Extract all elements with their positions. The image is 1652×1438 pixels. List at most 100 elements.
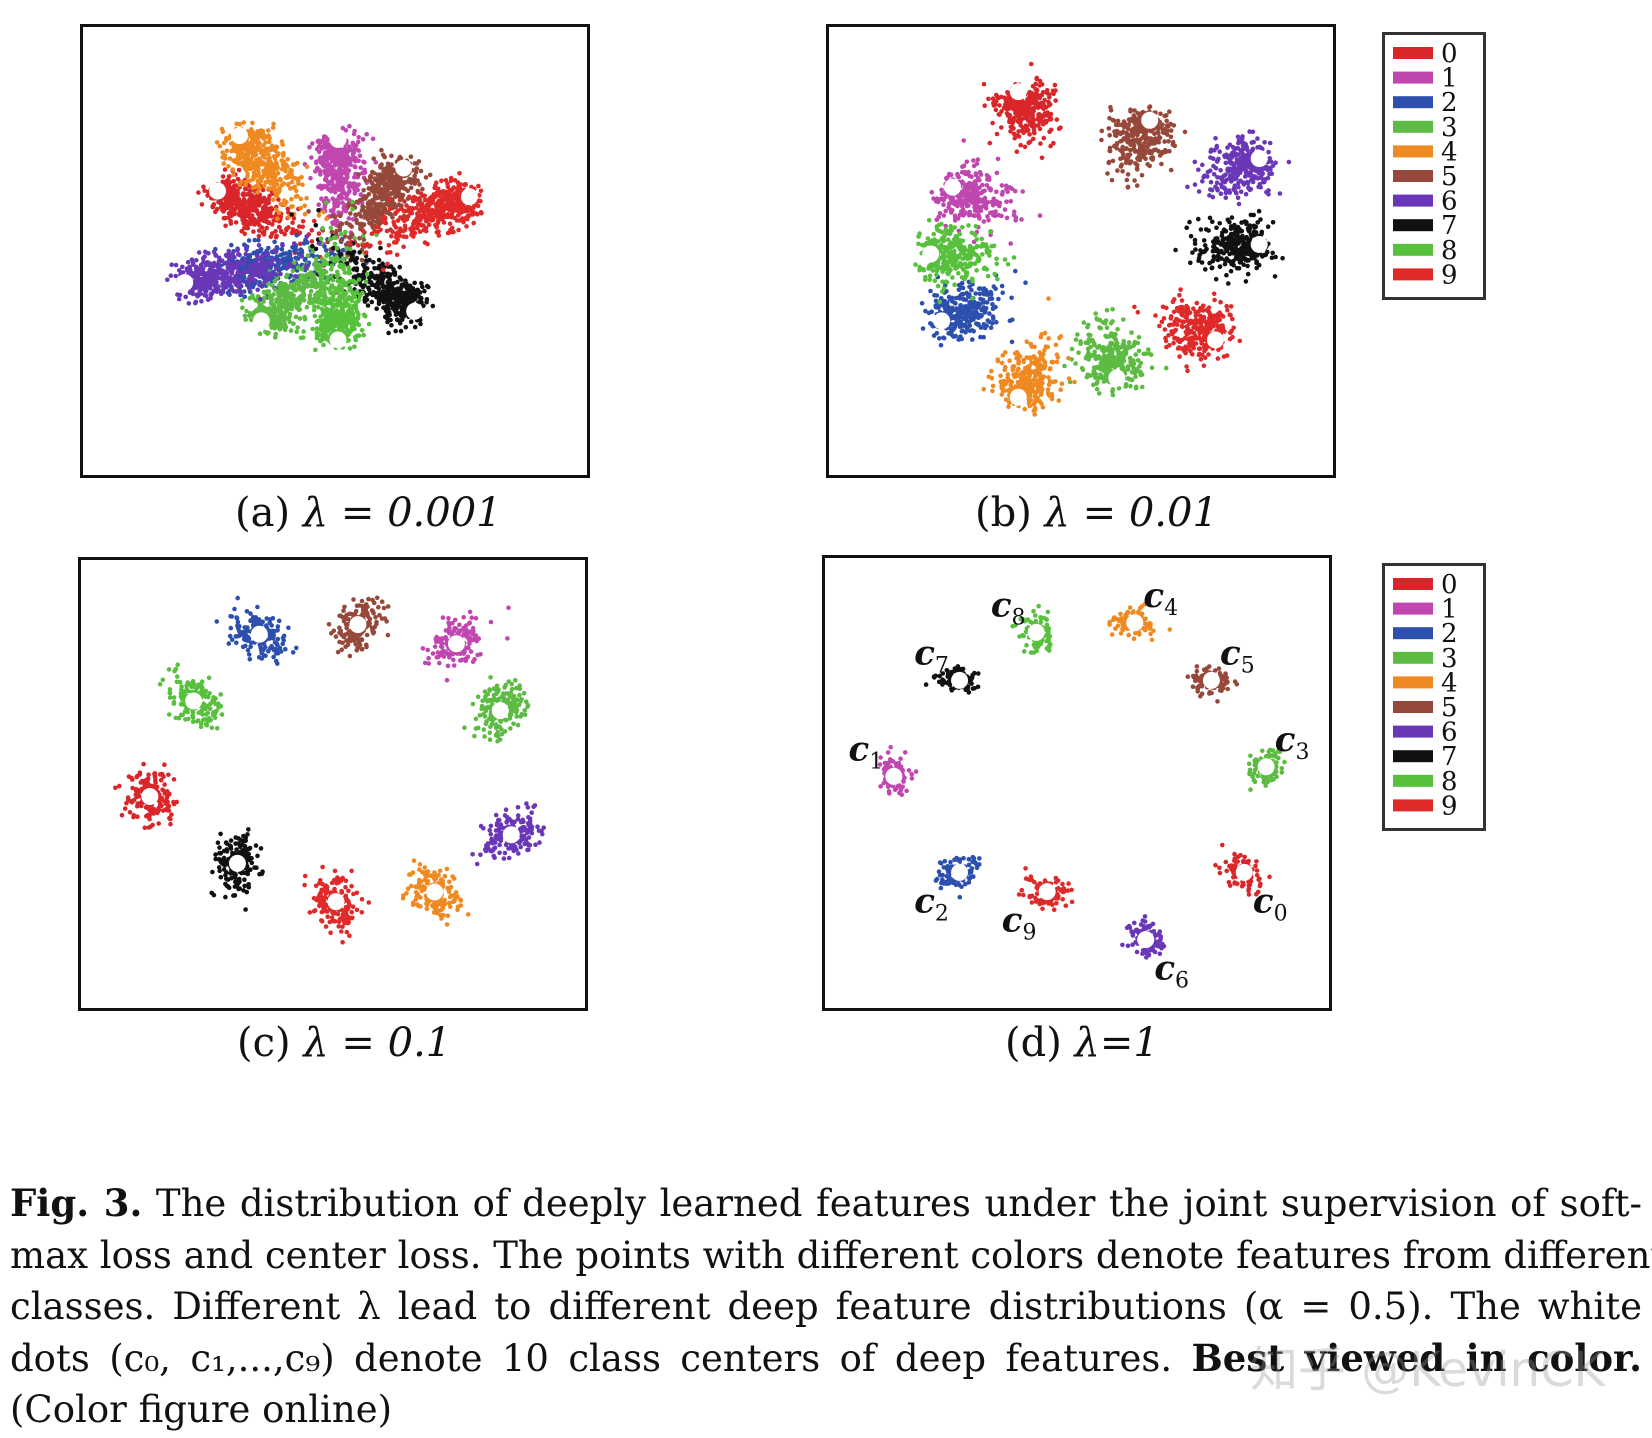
point-class-7 (349, 251, 354, 256)
point-class-6 (239, 271, 244, 276)
point-class-3 (282, 294, 288, 300)
point-class-1 (976, 191, 981, 197)
point-class-9 (417, 196, 422, 201)
point-class-1 (1005, 189, 1010, 195)
point-class-8 (350, 199, 355, 205)
point-class-3 (280, 302, 286, 308)
point-class-1 (344, 196, 349, 201)
point-class-6 (177, 292, 183, 298)
point-class-5 (381, 191, 386, 197)
point-class-5 (372, 214, 377, 220)
point-class-1 (337, 174, 342, 180)
point-class-1 (972, 213, 978, 218)
point-class-1 (934, 217, 940, 223)
point-class-2 (301, 241, 307, 246)
point-class-8 (343, 291, 349, 296)
point-class-1 (959, 203, 965, 209)
point-class-3 (282, 322, 288, 327)
point-class-1 (996, 212, 1002, 218)
point-class-9 (441, 220, 447, 225)
point-class-2 (989, 296, 995, 301)
point-class-7 (367, 257, 372, 263)
point-class-9 (385, 261, 390, 267)
point-class-6 (247, 278, 253, 284)
point-class-3 (264, 306, 269, 312)
point-class-0 (285, 206, 291, 212)
point-class-5 (391, 167, 396, 172)
point-class-0 (1007, 112, 1012, 118)
point-class-7 (370, 282, 375, 288)
point-class-0 (263, 199, 268, 204)
point-class-0 (249, 205, 255, 211)
point-class-4 (265, 172, 270, 178)
point-class-5 (365, 200, 371, 206)
point-class-7 (424, 297, 430, 302)
point-class-0 (1048, 116, 1054, 122)
point-class-6 (203, 283, 208, 289)
point-class-0 (981, 81, 987, 87)
point-class-4 (235, 153, 241, 159)
point-class-8 (329, 267, 334, 272)
point-class-8 (324, 261, 330, 266)
point-class-4 (247, 178, 252, 184)
point-class-9 (439, 178, 444, 184)
point-class-9 (380, 267, 386, 273)
point-class-0 (251, 218, 257, 223)
point-class-2 (294, 256, 300, 261)
point-class-8 (339, 285, 344, 290)
point-class-7 (338, 251, 344, 257)
point-class-1 (1008, 241, 1013, 246)
point-class-4 (295, 178, 301, 184)
point-class-8 (332, 289, 338, 295)
point-class-7 (395, 304, 400, 309)
point-class-4 (257, 174, 262, 180)
point-class-2 (999, 283, 1005, 289)
point-class-1 (352, 187, 357, 193)
point-class-1 (355, 139, 361, 145)
point-class-2 (258, 247, 264, 252)
point-class-5 (337, 223, 342, 228)
point-class-1 (929, 189, 935, 195)
point-class-9 (410, 225, 415, 230)
point-class-9 (446, 205, 451, 210)
point-class-7 (371, 289, 376, 295)
point-class-9 (435, 220, 441, 226)
point-class-0 (991, 103, 997, 108)
point-class-4 (261, 183, 267, 188)
point-class-0 (999, 125, 1004, 130)
point-class-7 (422, 288, 427, 294)
point-class-7 (384, 304, 389, 309)
point-class-7 (412, 280, 418, 286)
point-class-3 (282, 287, 288, 293)
point-class-0 (1027, 132, 1032, 137)
point-class-4 (298, 205, 303, 211)
point-class-3 (296, 301, 302, 307)
point-class-6 (204, 288, 209, 294)
point-class-4 (276, 210, 282, 216)
point-class-5 (380, 187, 385, 193)
point-class-5 (361, 237, 367, 242)
point-class-0 (223, 223, 228, 229)
point-class-1 (333, 200, 339, 206)
point-class-5 (420, 186, 425, 192)
point-class-0 (309, 239, 315, 244)
point-class-7 (417, 317, 423, 323)
point-class-0 (266, 208, 271, 214)
point-class-1 (985, 214, 990, 219)
point-class-4 (289, 179, 295, 185)
point-class-3 (277, 313, 283, 318)
point-class-8 (318, 287, 324, 292)
point-class-5 (415, 188, 421, 194)
point-class-4 (221, 161, 226, 166)
point-class-3 (268, 300, 274, 305)
point-class-5 (396, 178, 402, 184)
point-class-8 (314, 333, 320, 339)
point-class-7 (366, 279, 372, 284)
point-class-0 (276, 197, 281, 202)
point-class-4 (221, 140, 227, 146)
point-class-4 (224, 148, 230, 154)
point-class-3 (276, 283, 282, 289)
point-class-9 (362, 244, 367, 249)
point-class-0 (213, 209, 218, 215)
point-class-3 (291, 321, 296, 327)
